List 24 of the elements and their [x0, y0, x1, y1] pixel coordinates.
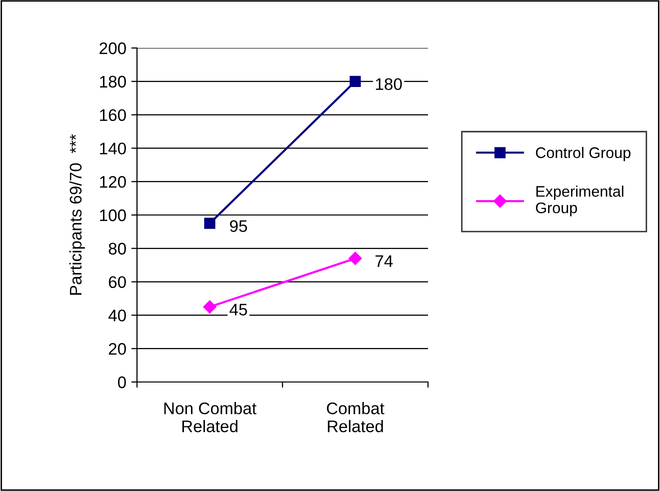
y-tick-label: 180 [100, 76, 126, 88]
data-label: 45 [230, 304, 248, 316]
y-tick-label: 60 [108, 276, 126, 288]
y-tick-label: 40 [108, 310, 126, 322]
legend-label: Experimental Group [536, 186, 624, 216]
y-tick-label: 0 [118, 376, 126, 388]
point [204, 218, 216, 229]
x-tick-label: Non Combat Related [164, 402, 256, 432]
point [348, 252, 362, 266]
y-tick-label: 160 [100, 109, 126, 122]
legend-label: Control Group [536, 146, 630, 162]
y-tick-label: 100 [100, 209, 126, 222]
y-tick-label: 140 [100, 142, 126, 154]
x-tick-label: Combat Related [326, 402, 384, 432]
data-label: 180 [376, 78, 402, 90]
data-label: 95 [230, 220, 248, 232]
y-tick-label: 120 [100, 176, 126, 188]
point [203, 300, 216, 314]
data-label: 74 [376, 255, 393, 267]
y-tick-label: 20 [108, 343, 126, 355]
y-axis-title: Participants 69/70 *** [69, 134, 85, 295]
y-tick-label: 200 [100, 42, 126, 54]
point [350, 76, 361, 87]
y-tick-label: 80 [108, 242, 126, 255]
